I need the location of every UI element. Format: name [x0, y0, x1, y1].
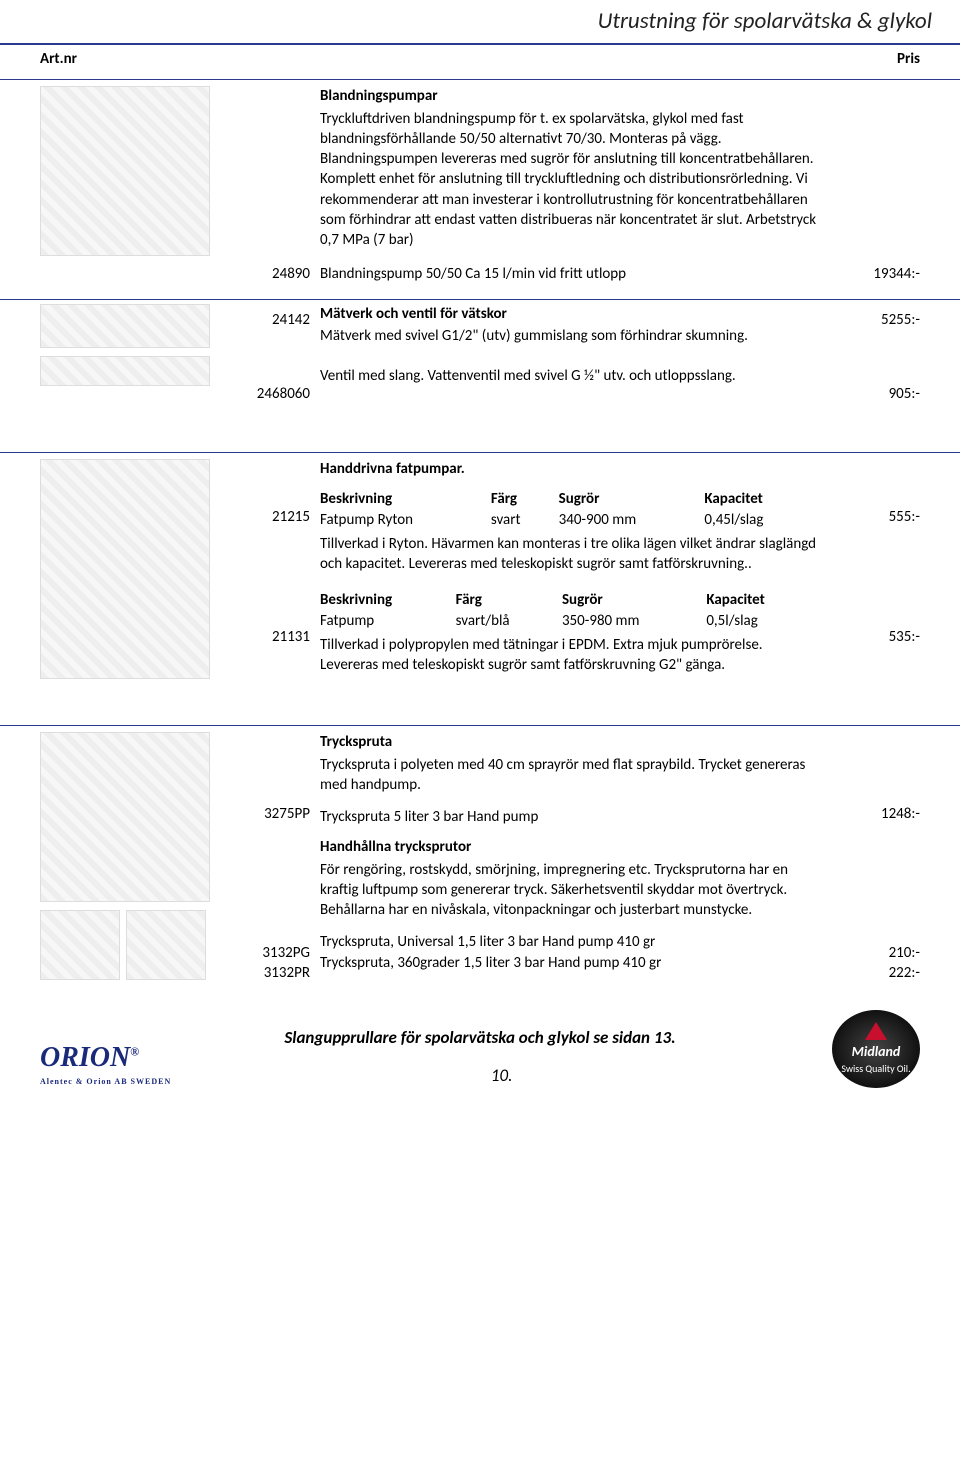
cell: 350-980 mm: [562, 611, 706, 631]
column-headers: Art.nr Pris: [0, 45, 960, 79]
header-pris: Pris: [810, 49, 920, 69]
product-desc: Tryckspruta 5 liter 3 bar Hand pump: [320, 807, 820, 827]
section-matverk: 24142 2468060 Mätverk och ventil för vät…: [0, 300, 960, 413]
art-nr: 3132PG: [220, 943, 310, 963]
th-farg: Färg: [456, 590, 562, 610]
th-farg: Färg: [491, 489, 559, 509]
product-image-icon: [40, 910, 120, 980]
section-body: Tryckspruta i polyeten med 40 cm sprayrö…: [320, 755, 820, 796]
section-title: Mätverk och ventil för vätskor: [320, 304, 820, 324]
orion-logo-icon: ORION® Alentec & Orion AB SWEDEN: [40, 1039, 171, 1088]
product-desc: Tryckspruta, 360grader 1,5 liter 3 bar H…: [320, 953, 820, 973]
product-image-icon: [40, 304, 210, 348]
art-nr: 3132PR: [220, 963, 310, 983]
th-kapacitet: Kapacitet: [706, 590, 820, 610]
section-body: För rengöring, rostskydd, smörjning, imp…: [320, 860, 820, 921]
th-sugror: Sugrör: [562, 590, 706, 610]
section-title: Tryckspruta: [320, 732, 820, 752]
product-note: Tillverkad i polypropylen med tätningar …: [320, 635, 820, 676]
cell: 340-900 mm: [559, 510, 705, 530]
product-image-icon: [40, 86, 210, 256]
product-image-icon: [126, 910, 206, 980]
product-note: Tillverkad i Ryton. Hävarmen kan montera…: [320, 534, 820, 575]
section-tryckspruta: 3275PP 3132PG 3132PR Tryckspruta Trycksp…: [0, 726, 960, 997]
cell: 0,5l/slag: [706, 611, 820, 631]
price: 905:-: [820, 384, 920, 404]
price: 535:-: [820, 627, 920, 647]
price: 5255:-: [820, 310, 920, 330]
art-nr: 24142: [220, 310, 310, 330]
product-image-icon: [40, 459, 210, 679]
page-number: 10.: [491, 1065, 513, 1088]
midland-logo-icon: Midland Swiss Quality Oil.: [832, 1010, 920, 1088]
cell: Fatpump: [320, 611, 456, 631]
art-nr: 21215: [220, 507, 310, 527]
section-blandningspumpar: 24890 Blandningspumpar Tryckluftdriven b…: [0, 80, 960, 298]
price: 19344:-: [820, 264, 920, 284]
section-fatpumpar: 21215 21131 Handdrivna fatpumpar. Beskri…: [0, 453, 960, 695]
price: 222:-: [820, 963, 920, 983]
cell: svart: [491, 510, 559, 530]
th-sugror: Sugrör: [559, 489, 705, 509]
product-desc: Blandningspump 50/50 Ca 15 l/min vid fri…: [320, 264, 820, 284]
art-nr: 21131: [220, 627, 310, 647]
th-beskrivning: Beskrivning: [320, 590, 456, 610]
section-body: Tryckluftdriven blandningspump för t. ex…: [320, 109, 820, 251]
product-desc: Mätverk med svivel G1/2" (utv) gummislan…: [320, 326, 820, 346]
art-nr: 2468060: [220, 384, 310, 404]
cell: 0,45l/slag: [704, 510, 820, 530]
price: 1248:-: [820, 804, 920, 824]
product-image-icon: [40, 732, 210, 902]
section-title: Blandningspumpar: [320, 86, 820, 106]
product-image-icon: [40, 356, 210, 386]
page-title: Utrustning för spolarvätska & glykol: [0, 0, 960, 43]
art-nr: 24890: [220, 264, 310, 284]
cell: Fatpump Ryton: [320, 510, 491, 530]
th-kapacitet: Kapacitet: [704, 489, 820, 509]
header-artnr: Art.nr: [40, 49, 250, 69]
price: 210:-: [820, 943, 920, 963]
product-desc: Tryckspruta, Universal 1,5 liter 3 bar H…: [320, 932, 820, 952]
art-nr: 3275PP: [220, 804, 310, 824]
product-desc: Ventil med slang. Vattenventil med svive…: [320, 366, 820, 386]
section-title: Handdrivna fatpumpar.: [320, 459, 820, 479]
spec-table: Beskrivning Färg Sugrör Kapacitet Fatpum…: [320, 489, 820, 530]
section-title: Handhållna trycksprutor: [320, 837, 820, 857]
price: 555:-: [820, 507, 920, 527]
spec-table: Beskrivning Färg Sugrör Kapacitet Fatpum…: [320, 590, 820, 631]
th-beskrivning: Beskrivning: [320, 489, 491, 509]
cell: svart/blå: [456, 611, 562, 631]
logo-bar: ORION® Alentec & Orion AB SWEDEN 10. Mid…: [0, 1010, 960, 1098]
